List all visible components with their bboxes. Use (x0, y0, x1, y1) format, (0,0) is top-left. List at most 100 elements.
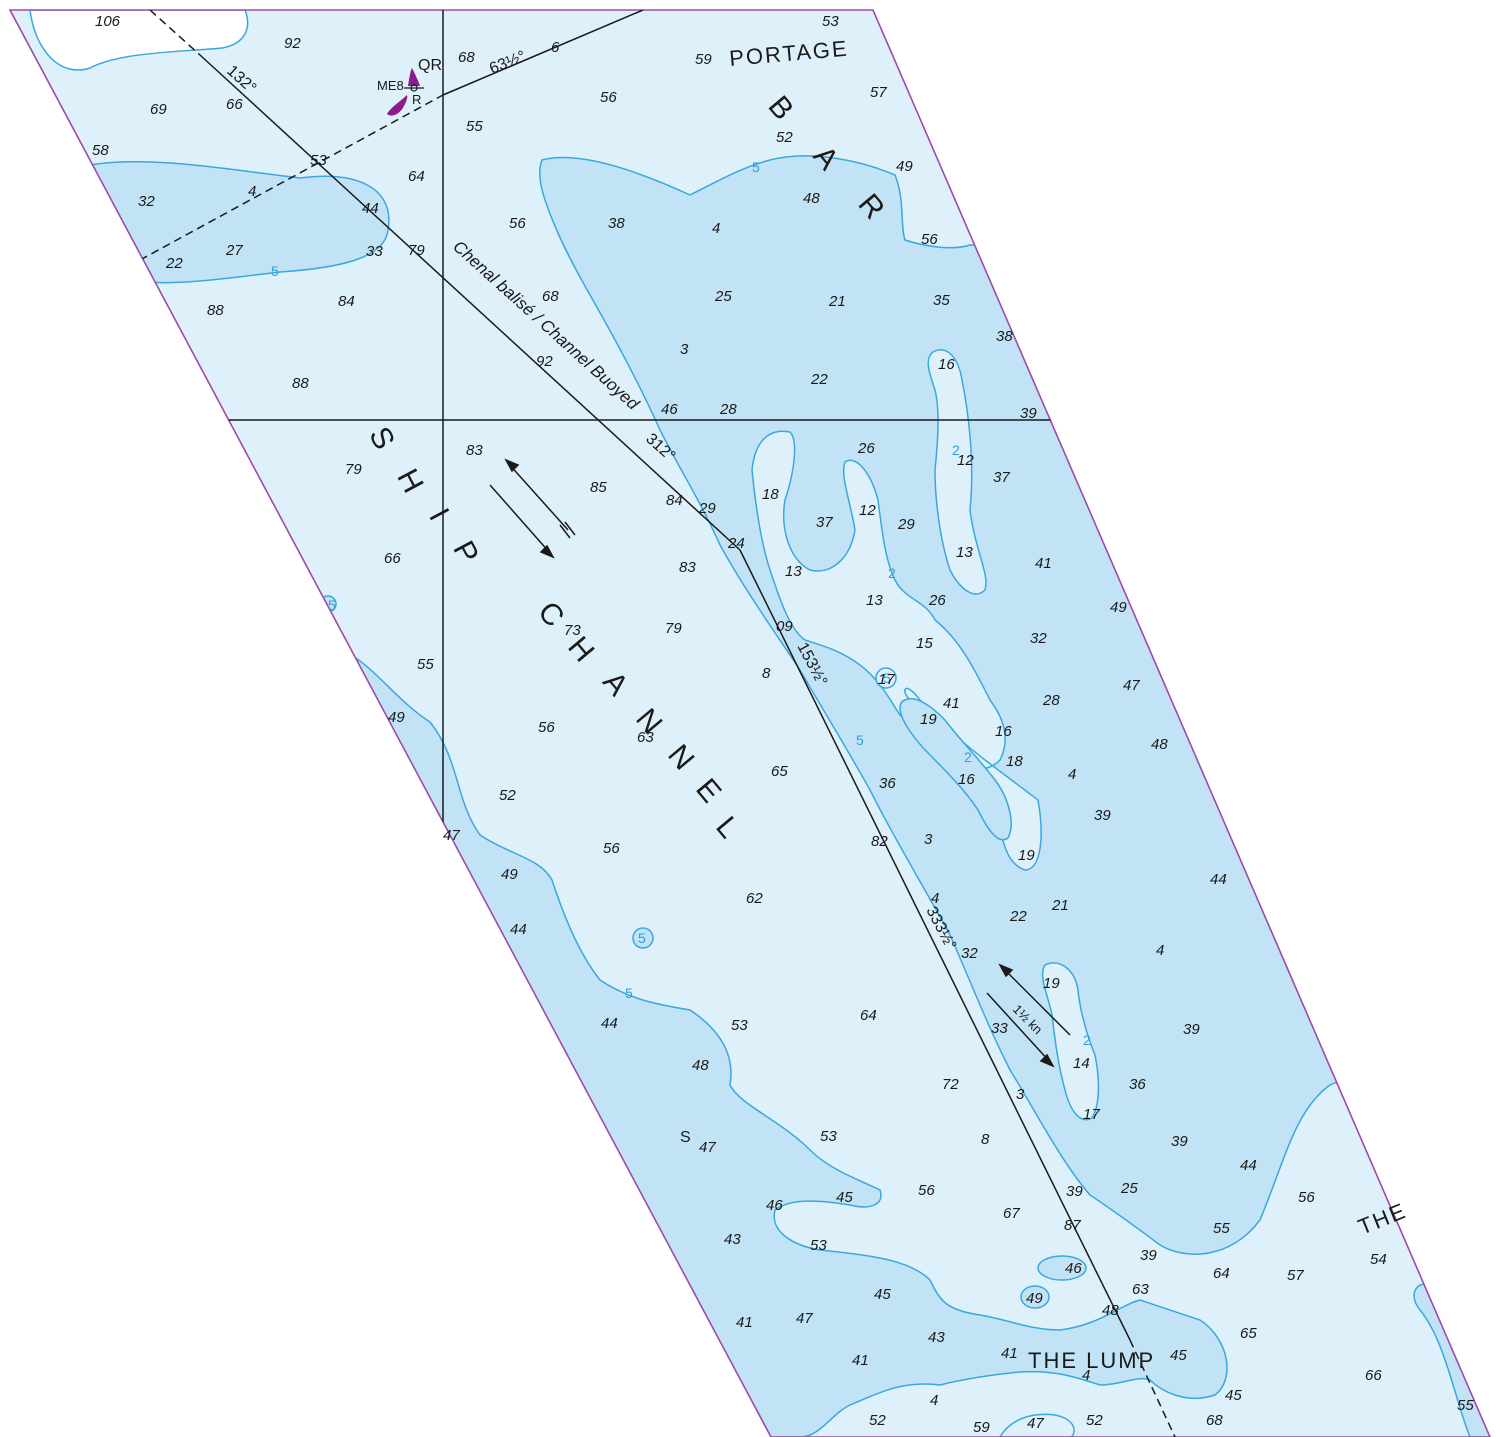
sounding: 55 (1213, 1220, 1230, 1237)
sounding: 39 (1140, 1247, 1157, 1264)
sounding: 47 (796, 1310, 813, 1327)
sounding: 13 (866, 592, 883, 609)
sounding: 38 (608, 215, 625, 232)
sounding: 48 (692, 1057, 709, 1074)
sounding: 8 (981, 1131, 990, 1148)
sounding: 73 (564, 622, 581, 639)
sounding: 16 (958, 771, 975, 788)
sounding: 52 (1086, 1412, 1103, 1429)
sounding: 62 (746, 890, 763, 907)
sounding: 83 (466, 442, 483, 459)
sounding: 52 (499, 787, 516, 804)
sounding: 58 (92, 142, 109, 159)
sounding: 55 (417, 656, 434, 673)
sounding: 53 (731, 1017, 748, 1034)
sounding: 39 (1183, 1021, 1200, 1038)
sounding: 33 (991, 1020, 1008, 1037)
sounding: 82 (871, 833, 888, 850)
sounding: 39 (1171, 1133, 1188, 1150)
sounding: 41 (1035, 555, 1052, 572)
sounding: 35 (933, 292, 950, 309)
sounding: 4 (931, 890, 939, 907)
sounding: 3 (680, 341, 689, 358)
sounding: 53 (810, 1237, 827, 1254)
sounding: 45 (874, 1286, 891, 1303)
sounding: 88 (207, 302, 224, 319)
contour-depth-label: 2 (888, 565, 896, 581)
sounding: 14 (1073, 1055, 1090, 1072)
contour-2m-e (899, 698, 1012, 841)
sounding: 28 (719, 401, 737, 418)
seabed-sand: S (680, 1129, 691, 1146)
sounding: 47 (443, 827, 460, 844)
sounding: 25 (1120, 1180, 1138, 1197)
sounding: 21 (828, 293, 846, 310)
sounding: 13 (956, 544, 973, 561)
sounding: 44 (510, 921, 527, 938)
sounding: 49 (388, 709, 405, 726)
sounding: 16 (938, 356, 955, 373)
contour-depth-label: 5 (271, 263, 279, 279)
sounding: 45 (836, 1189, 853, 1206)
sounding: 49 (501, 866, 518, 883)
sounding: 4 (1082, 1367, 1090, 1384)
sounding: 26 (857, 440, 875, 457)
sounding: 54 (1370, 1251, 1387, 1268)
sounding: 8 (762, 665, 771, 682)
current-arrows-north (489, 458, 576, 559)
track-132 (199, 54, 741, 551)
sounding: 84 (666, 492, 683, 509)
sounding: 38 (996, 328, 1013, 345)
sounding: 92 (536, 353, 553, 370)
sounding: 12 (859, 502, 876, 519)
chart-lines (139, 10, 1176, 1437)
sounding: 41 (1001, 1345, 1018, 1362)
track-333-dashed (1129, 1339, 1176, 1437)
sounding: 85 (590, 479, 607, 496)
sounding: 66 (226, 96, 243, 113)
contour-depth-label: 5 (752, 159, 760, 175)
sounding: 56 (538, 719, 555, 736)
sounding: 68 (542, 288, 559, 305)
sounding: 59 (695, 51, 712, 68)
sounding: 63 (637, 729, 654, 746)
sounding: 64 (860, 1007, 877, 1024)
sounding: 4 (1156, 942, 1164, 959)
sounding: 48 (1151, 736, 1168, 753)
current-arrows-south (986, 963, 1071, 1068)
contour-2m-islet (875, 667, 897, 689)
sounding: 92 (284, 35, 301, 52)
sounding: 84 (338, 293, 355, 310)
contour-depth-label: 5 (883, 670, 891, 686)
sounding: 79 (345, 461, 362, 478)
sounding: 41 (852, 1352, 869, 1369)
sounding: 4 (248, 183, 256, 200)
sounding: 32 (138, 193, 155, 210)
sounding: 4 (1068, 766, 1076, 783)
track-333 (739, 549, 1131, 1341)
sounding: 66 (1365, 1367, 1382, 1384)
sounding: 46 (1065, 1260, 1082, 1277)
sounding: 56 (603, 840, 620, 857)
sounding: 45 (1170, 1347, 1187, 1364)
sounding: 79 (408, 242, 425, 259)
sounding: 48 (1102, 1302, 1119, 1319)
the-lump-label: THE LUMP (1028, 1348, 1155, 1373)
contour-depth-label: 2 (1083, 1032, 1091, 1048)
sounding: 57 (1287, 1267, 1304, 1284)
sounding: 46 (766, 1197, 783, 1214)
sounding: 6 (551, 39, 560, 56)
sounding: 56 (509, 215, 526, 232)
sounding: 24 (727, 535, 745, 552)
sounding: 39 (1094, 807, 1111, 824)
sounding: 37 (993, 469, 1010, 486)
sounding: 3 (924, 831, 933, 848)
sounding: 53 (822, 13, 839, 30)
sounding: 69 (150, 101, 167, 118)
sounding: 68 (1206, 1412, 1223, 1429)
sounding: 18 (1006, 753, 1023, 770)
sounding: 25 (714, 288, 732, 305)
